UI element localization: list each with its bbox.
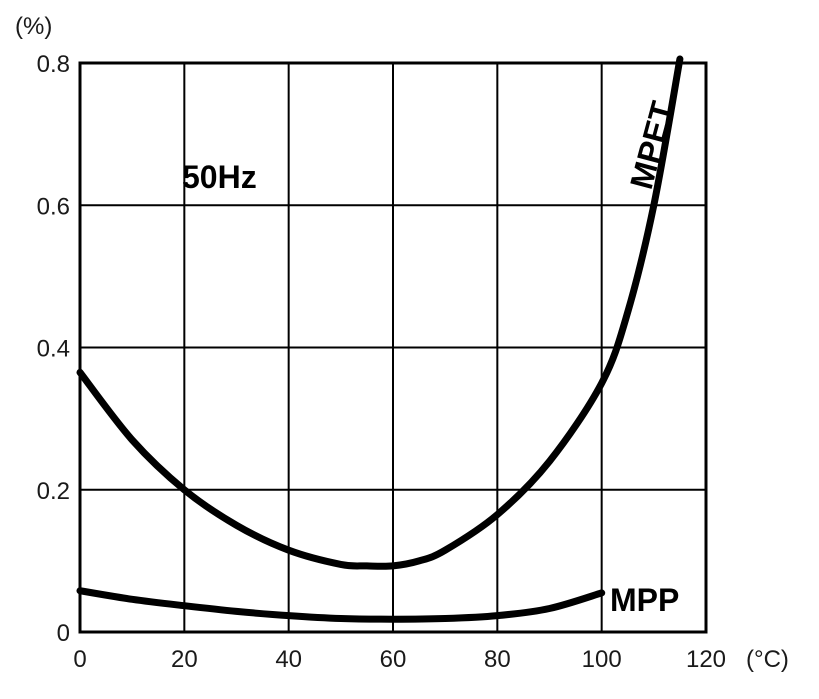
series-layer: [76, 55, 684, 623]
x-tick-label: 0: [73, 646, 86, 673]
y-tick-label: 0: [57, 620, 70, 647]
x-tick-label: 100: [582, 646, 622, 673]
x-tick-label: 40: [275, 646, 302, 673]
y-tick-label: 0.6: [37, 193, 70, 220]
x-tick-label: 80: [484, 646, 511, 673]
y-tick-label: 0.2: [37, 478, 70, 505]
x-tick-label: 120: [686, 646, 726, 673]
series-line-mpp: [76, 587, 606, 623]
plot-frame: [78, 61, 708, 634]
y-tick-label: 0.4: [37, 336, 70, 363]
y-tick-label: 0.8: [37, 51, 70, 78]
x-tick-label: 20: [171, 646, 198, 673]
frequency-annotation: 50Hz: [182, 159, 257, 195]
grid-lines: [80, 63, 706, 632]
x-tick-label: 60: [380, 646, 407, 673]
series-line-mpet: [76, 55, 684, 570]
series-label-mpet: MPET: [623, 97, 681, 193]
x-unit-label: (°C): [746, 646, 789, 673]
y-unit-label: (%): [15, 13, 52, 40]
x-tick-labels: 0 20 40 60 80 100 120: [73, 646, 726, 673]
series-label-mpp: MPP: [610, 582, 679, 618]
y-tick-labels: 0 0.2 0.4 0.6 0.8: [37, 51, 70, 647]
